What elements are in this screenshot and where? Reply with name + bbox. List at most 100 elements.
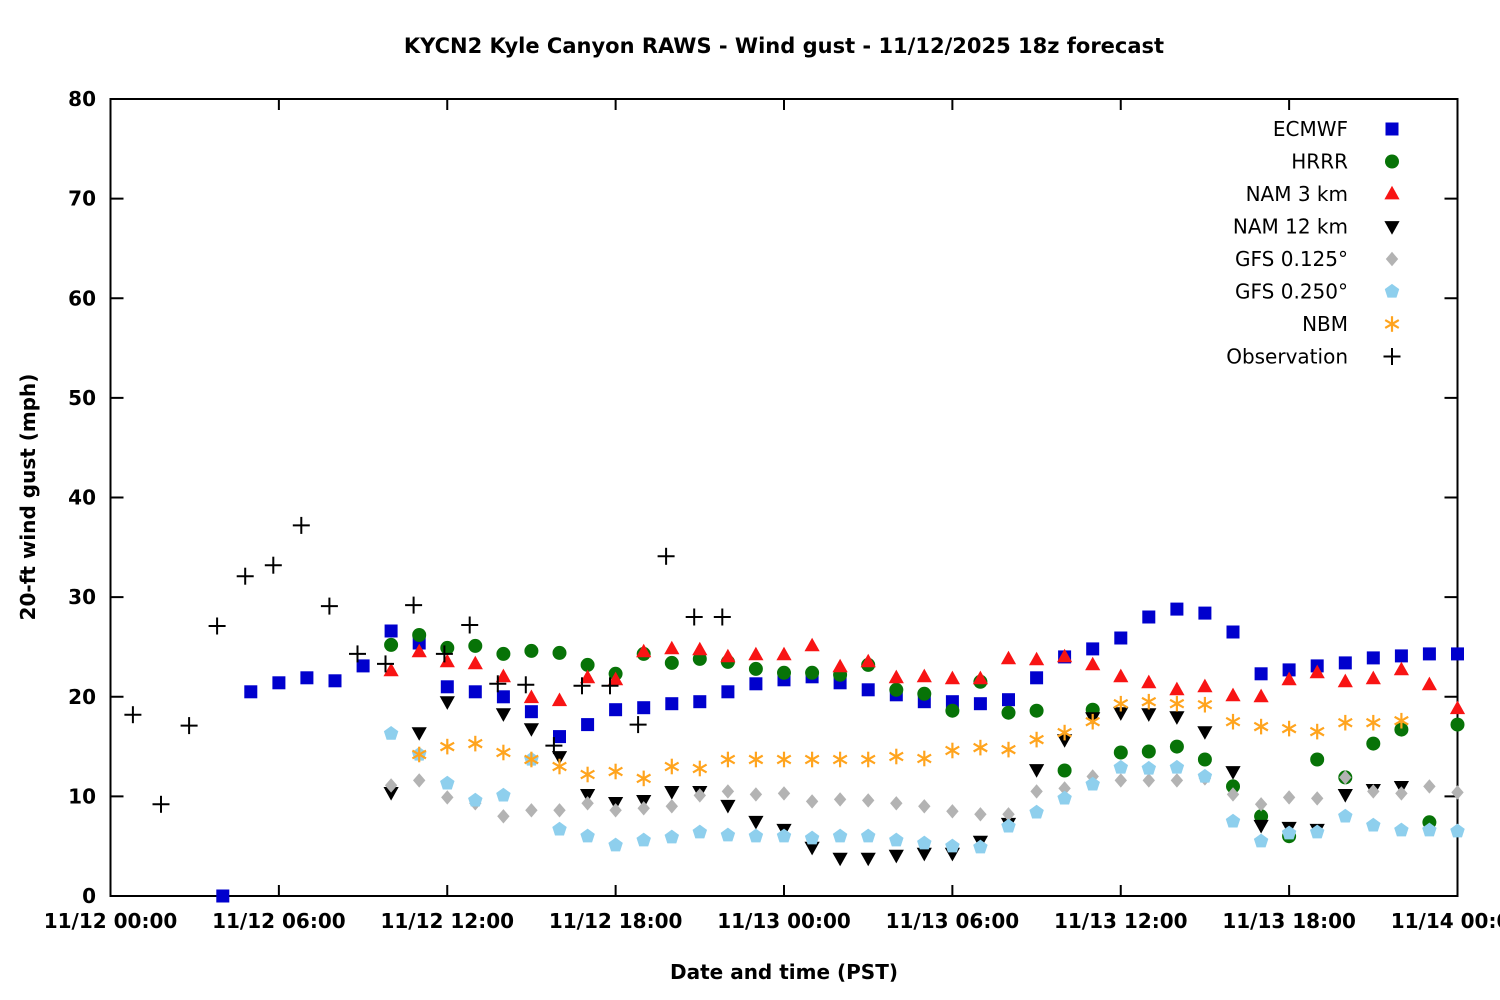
data-point bbox=[720, 827, 736, 842]
data-point bbox=[890, 796, 903, 811]
axis-ticks bbox=[109, 98, 1459, 897]
legend-item: Observation bbox=[1226, 345, 1401, 369]
data-point bbox=[1422, 647, 1436, 661]
data-point bbox=[551, 751, 568, 765]
data-point bbox=[804, 830, 820, 845]
data-point bbox=[405, 596, 423, 614]
y-tick-label: 50 bbox=[68, 386, 96, 410]
data-point bbox=[888, 748, 904, 765]
data-point bbox=[496, 690, 510, 704]
data-point bbox=[776, 646, 792, 661]
y-tick-label: 0 bbox=[82, 884, 96, 908]
data-point bbox=[1057, 648, 1073, 663]
data-point bbox=[468, 685, 482, 699]
data-point bbox=[292, 516, 310, 534]
data-point bbox=[1337, 789, 1353, 803]
data-point bbox=[917, 835, 932, 850]
nbm-marker-icon bbox=[1384, 316, 1400, 332]
data-point bbox=[1281, 825, 1297, 840]
data-point bbox=[1085, 713, 1101, 730]
x-tick-label: 11/13 00:00 bbox=[717, 909, 851, 933]
data-point bbox=[300, 671, 314, 685]
data-point bbox=[468, 638, 483, 653]
data-point bbox=[496, 744, 511, 761]
data-point bbox=[383, 726, 399, 740]
data-point bbox=[1058, 781, 1071, 796]
data-point bbox=[124, 706, 142, 724]
ecmwf-marker-icon bbox=[1385, 122, 1399, 136]
data-point bbox=[721, 685, 735, 699]
data-point bbox=[1225, 766, 1241, 780]
data-point bbox=[1365, 714, 1381, 731]
data-point bbox=[1281, 671, 1297, 686]
data-point bbox=[1002, 693, 1015, 707]
data-point bbox=[573, 677, 591, 695]
data-point bbox=[776, 751, 792, 768]
legend-label: Observation bbox=[1226, 345, 1348, 369]
data-point bbox=[889, 832, 904, 847]
data-point bbox=[356, 659, 370, 673]
data-point bbox=[1365, 670, 1381, 685]
data-point bbox=[804, 637, 820, 652]
data-point bbox=[1449, 700, 1466, 715]
data-point bbox=[1422, 822, 1437, 837]
data-point bbox=[974, 807, 987, 822]
series-nbm bbox=[411, 693, 1409, 787]
hrrr-marker-icon bbox=[1385, 154, 1399, 169]
data-point bbox=[665, 799, 678, 814]
data-point bbox=[862, 793, 875, 808]
data-point bbox=[1057, 734, 1073, 748]
data-point bbox=[1421, 676, 1437, 691]
data-point bbox=[1057, 763, 1072, 778]
data-point bbox=[1394, 722, 1409, 737]
data-point bbox=[377, 655, 394, 673]
data-point bbox=[545, 737, 563, 755]
data-point bbox=[383, 787, 399, 801]
data-point bbox=[685, 608, 703, 626]
data-point bbox=[1113, 707, 1129, 721]
data-point bbox=[946, 804, 959, 819]
data-point bbox=[1169, 711, 1185, 725]
data-point bbox=[1001, 741, 1016, 758]
data-point bbox=[1339, 770, 1352, 785]
data-point bbox=[525, 803, 538, 818]
data-point bbox=[1253, 718, 1269, 735]
y-tick-label: 60 bbox=[68, 286, 96, 310]
data-point bbox=[384, 624, 398, 638]
x-tick-label: 11/13 18:00 bbox=[1222, 909, 1356, 933]
data-point bbox=[1057, 790, 1072, 805]
legend-item: NAM 3 km bbox=[1246, 182, 1400, 206]
data-point bbox=[383, 662, 399, 677]
data-point bbox=[384, 778, 398, 793]
legend-item: ECMWF bbox=[1273, 117, 1399, 141]
data-point bbox=[411, 643, 427, 658]
data-point bbox=[748, 646, 764, 661]
data-point bbox=[580, 828, 595, 843]
data-point bbox=[580, 657, 595, 672]
series-gfs-0-125 bbox=[384, 769, 1464, 824]
data-point bbox=[1170, 602, 1184, 616]
data-point bbox=[692, 824, 708, 839]
data-point bbox=[1197, 726, 1213, 740]
data-point bbox=[1310, 752, 1325, 767]
data-point bbox=[1114, 631, 1128, 645]
data-point bbox=[495, 708, 511, 722]
legend-label: ECMWF bbox=[1273, 117, 1348, 141]
data-point bbox=[1141, 674, 1157, 689]
data-point bbox=[1309, 664, 1325, 679]
legend-label: HRRR bbox=[1291, 150, 1348, 174]
data-point bbox=[440, 775, 455, 790]
data-point bbox=[1141, 744, 1156, 759]
data-point bbox=[777, 665, 791, 680]
data-point bbox=[629, 716, 647, 734]
data-point bbox=[1451, 785, 1464, 800]
data-point bbox=[888, 669, 904, 684]
x-tick-label: 11/12 06:00 bbox=[212, 909, 346, 933]
data-point bbox=[411, 746, 427, 763]
data-point bbox=[553, 803, 566, 818]
data-point bbox=[1029, 703, 1044, 718]
gfs-0-125-marker-icon bbox=[1385, 251, 1399, 267]
data-point bbox=[608, 671, 624, 686]
data-point bbox=[1225, 713, 1241, 730]
